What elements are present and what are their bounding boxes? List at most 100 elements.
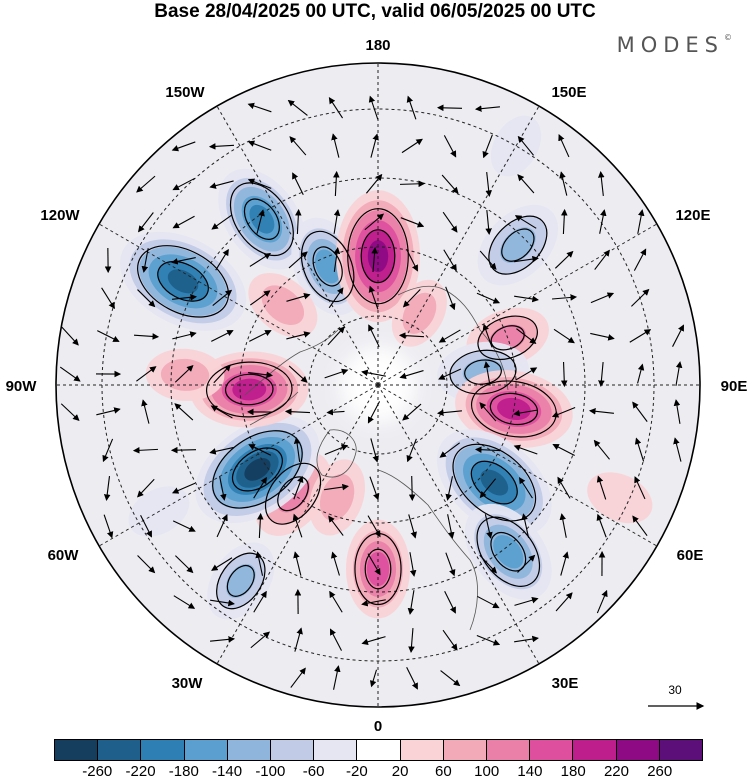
anomaly-contour [277, 476, 309, 512]
lon-label-180: 180 [365, 37, 390, 54]
anomaly-contour [264, 462, 322, 525]
wind-vector-arrow [137, 478, 155, 498]
wind-vector-arrow [369, 476, 380, 501]
wind-vector-arrow [247, 102, 272, 113]
wind-vector-arrow [367, 515, 381, 538]
anomaly-contour [157, 260, 209, 302]
wind-vector-arrow [594, 249, 610, 270]
wind-vector-arrow [216, 514, 228, 538]
anomaly-contour [300, 230, 355, 303]
wind-vector-arrow [249, 252, 272, 267]
wind-vector-arrow [324, 483, 349, 491]
wind-vector-arrow [409, 552, 417, 577]
anomaly-contour [224, 373, 274, 406]
wind-vector-arrow [476, 635, 501, 646]
colorbar [54, 739, 703, 761]
wind-vector-arrow [445, 476, 454, 501]
wind-vector-arrow [284, 408, 311, 415]
wind-vector-arrow [406, 438, 417, 463]
wind-vector-arrow [442, 211, 458, 233]
colorbar-segment [487, 740, 531, 760]
wind-vector-arrow [248, 371, 274, 379]
anomaly-contour [449, 349, 517, 395]
colorbar-tick-label: -20 [346, 763, 368, 780]
wind-vector-arrow [208, 143, 235, 150]
map-title: Base 28/04/2025 00 UTC, valid 06/05/2025… [154, 1, 596, 22]
negative-anomaly-shade [493, 535, 524, 569]
wind-vector-arrow [445, 552, 456, 577]
wind-vector-arrow [172, 215, 195, 229]
wind-vector-arrow [172, 294, 198, 301]
wind-vector-arrow [554, 250, 574, 269]
colorbar-segment [530, 740, 574, 760]
wind-vector-arrow [557, 476, 571, 499]
negative-anomaly-shade [315, 249, 341, 284]
wind-vector-arrow [287, 99, 308, 116]
wind-vector-arrow [171, 257, 196, 265]
wind-vector-arrow [673, 399, 681, 424]
colorbar-tick-label: -220 [125, 763, 156, 780]
wind-vector-arrow [286, 331, 311, 340]
wind-vector-arrow [174, 403, 194, 421]
wind-vector-arrow [514, 596, 539, 606]
wind-vector-arrow [102, 438, 114, 463]
wind-vector-arrow [402, 403, 422, 421]
wind-vector-arrow [331, 133, 340, 158]
wind-vector-arrow [551, 406, 576, 418]
positive-anomaly-shade [402, 292, 437, 334]
wind-vector-arrow [136, 175, 156, 193]
brand-mark: © [724, 33, 732, 42]
lon-label-90w: 90W [6, 378, 38, 395]
reference-vector-label: 30 [668, 683, 682, 697]
reference-vector: 30 [648, 683, 705, 710]
wind-vector-arrow [295, 208, 302, 235]
wind-vector-arrow [324, 368, 349, 379]
wind-vector-arrow [333, 247, 341, 272]
wind-vector-arrow [368, 285, 379, 310]
wind-vector-arrow [60, 403, 80, 421]
wind-vector-arrow [596, 589, 608, 614]
brand-logo: MODES© [617, 33, 732, 57]
wind-vector-arrow [136, 366, 157, 382]
wind-vector-arrow [293, 551, 302, 576]
wind-vector-arrow [213, 364, 231, 384]
wind-vector-arrow [402, 288, 421, 308]
wind-vector-arrow [634, 437, 645, 462]
wind-vector-arrow [597, 170, 605, 196]
wind-vector-arrow [288, 365, 308, 383]
wind-vector-arrow [137, 555, 156, 574]
anomaly-contour [452, 443, 537, 522]
lon-label-120w: 120W [40, 207, 80, 224]
coastline-north-america [244, 329, 339, 426]
wind-vector-arrow [408, 627, 415, 654]
positive-anomaly-shade [261, 285, 305, 325]
wind-vector-arrow [590, 292, 615, 304]
wind-vector-arrow [328, 287, 344, 309]
colorbar-tick-label: -140 [212, 763, 243, 780]
wind-vectors [59, 95, 684, 690]
wind-vector-arrow [675, 361, 683, 386]
wind-vector-arrow [440, 670, 461, 687]
wind-vector-arrow [517, 135, 535, 156]
wind-vector-arrow [333, 665, 341, 690]
wind-vector-arrow [328, 97, 344, 119]
wind-vector-arrow [399, 370, 424, 380]
anomaly-contour [205, 361, 293, 418]
wind-vector-arrow [365, 173, 383, 194]
anomaly-contour [501, 228, 535, 262]
colorbar-segment [400, 740, 444, 760]
wind-vector-arrow [552, 443, 575, 456]
wind-vector-arrow [513, 409, 538, 417]
colorbar-segment [616, 740, 660, 760]
negative-anomaly-shade [167, 269, 199, 294]
wind-vector-arrow [330, 551, 340, 576]
wind-vector-arrow [209, 180, 234, 189]
wind-vector-arrow [132, 447, 159, 454]
colorbar-segment [357, 740, 401, 760]
wind-vector-arrow [293, 475, 304, 500]
wind-vector-arrow [137, 212, 154, 233]
wind-vector-arrow [255, 551, 264, 576]
wind-vector-arrow [171, 141, 196, 152]
wind-vector-arrow [247, 140, 272, 151]
wind-vector-arrow [97, 330, 120, 342]
